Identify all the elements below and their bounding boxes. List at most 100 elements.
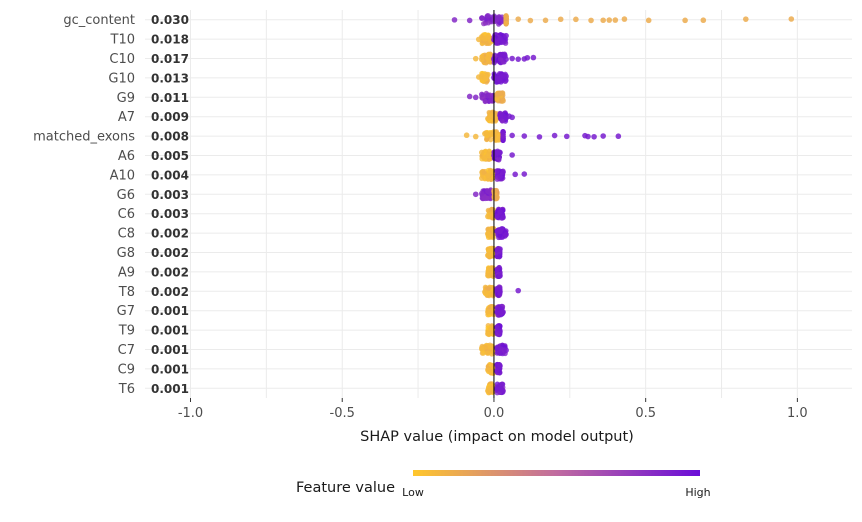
dots-layer [451,12,795,396]
shap-dot [509,55,515,62]
x-tick-label: 0.5 [635,406,656,421]
feature-importance: 0.030 [151,13,189,27]
shap-dot [497,90,503,97]
shap-dot [497,253,503,259]
shap-dot [503,73,509,80]
feature-importance: 0.003 [151,207,189,221]
feature-row-A9 [485,264,503,279]
shap-dot [585,133,591,140]
shap-dot [479,190,485,197]
feature-label: gc_content [63,13,135,28]
feature-label: T10 [110,33,135,48]
shap-dot [500,129,506,136]
shap-dot [486,248,492,254]
feature-label: T8 [118,285,135,300]
shap-dot [503,13,509,20]
shap-dot [551,132,558,139]
feature-importance: 0.001 [151,362,189,376]
shap-dot [485,330,491,337]
feature-row-G7 [485,303,506,318]
shap-dot [503,32,509,39]
shap-dot [621,16,628,22]
shap-dot [700,17,707,24]
legend-title: Feature value [296,480,395,496]
shap-dot [479,175,485,181]
shap-dot [466,93,473,100]
shap-dot [485,272,491,279]
shap-dot [497,173,503,180]
feature-importance: 0.013 [151,71,189,85]
shap-dot [482,130,488,137]
shap-dot [527,17,534,24]
shap-dot [521,133,528,139]
shap-dot [591,133,597,140]
labels-layer: gc_content 0.030 T10 0.018 C10 0.017 G10 0.013 G… [33,13,189,397]
shap-dot [497,289,503,295]
shap-dot [480,350,486,356]
shap-dot [682,17,688,24]
shap-dot [530,54,537,61]
shap-dot [488,369,494,376]
shap-dot [482,98,488,105]
legend-high-label: High [685,486,710,499]
x-tick-label: -0.5 [330,406,355,421]
shap-dot [494,39,500,45]
feature-importance: 0.017 [151,52,189,66]
shap-dot [515,56,522,62]
feature-row-gc_content [451,12,795,27]
legend-low-label: Low [402,486,424,499]
shap-dot [494,266,500,273]
feature-row-G10 [475,70,509,85]
shap-dot [472,94,479,101]
feature-row-T8 [482,284,522,299]
shap-dot [500,309,506,315]
legend-color-bar [413,470,700,476]
feature-row-A7 [485,109,515,124]
shap-dot [563,133,570,140]
shap-dot [451,17,458,23]
shap-dot [485,350,491,356]
shap-dot [479,56,485,63]
shap-dot [500,388,506,394]
feature-label: A6 [118,149,135,164]
shap-dot [494,213,500,219]
shap-dot [463,132,470,139]
shap-dot [494,194,500,200]
feature-row-T10 [475,32,509,47]
shap-dot [521,171,528,177]
shap-dot [524,54,531,61]
feature-label: matched_exons [33,130,135,145]
shap-dot [488,137,494,143]
shap-dot [612,17,619,23]
shap-dot [497,56,504,62]
shap-dot [494,324,500,331]
feature-row-C10 [472,51,537,66]
shap-dot [497,328,503,335]
feature-label: C10 [109,52,135,67]
feature-label: T9 [118,324,135,339]
shap-dot [497,232,503,238]
shap-dot [497,273,503,279]
shap-dot [500,214,506,221]
shap-dot [497,363,503,369]
x-axis-ticks: -1.0 -0.5 0.0 0.5 1.0 [178,398,808,421]
shap-dot [502,52,508,58]
shap-dot [573,16,579,23]
shap-dot [515,16,522,22]
x-tick-label: -1.0 [178,406,203,421]
feature-row-C8 [485,226,509,241]
shap-dot [742,16,749,22]
x-tick-label: 1.0 [787,406,808,421]
shap-dot [494,168,500,174]
feature-row-C7 [479,342,509,357]
feature-label: G7 [117,304,135,319]
shap-dot [645,17,652,24]
feature-row-G8 [485,245,503,260]
shap-dot [497,209,503,215]
feature-label: A7 [118,110,135,125]
shap-dot [479,345,485,351]
feature-importance: 0.002 [151,285,189,299]
shap-dot [485,172,491,179]
shap-dot [503,347,509,354]
